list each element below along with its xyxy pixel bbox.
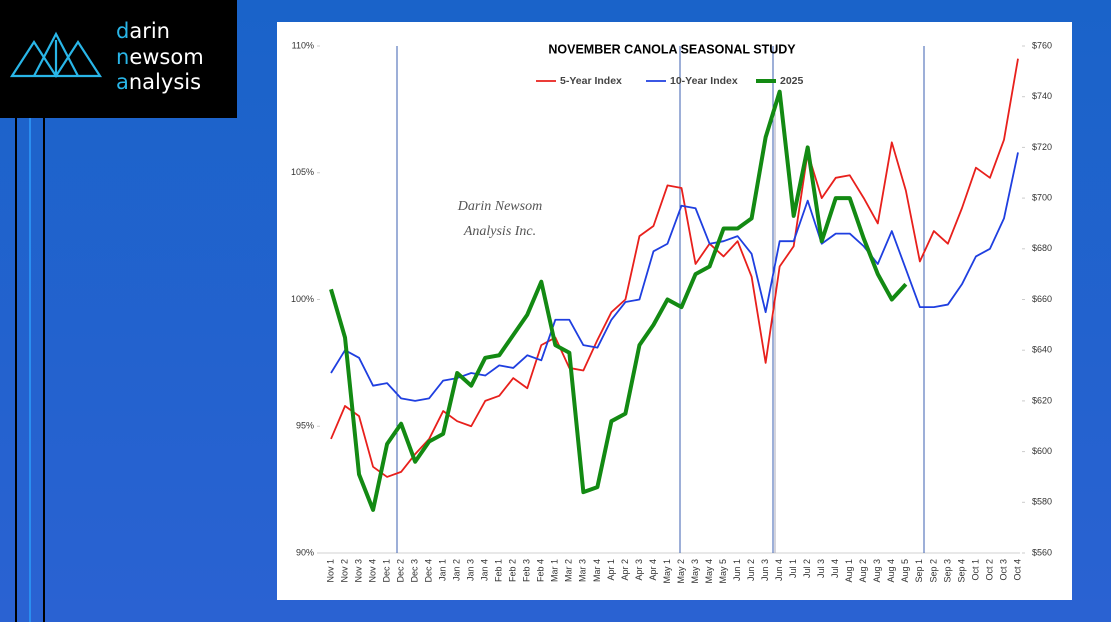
x-tick-label: Jul 4 <box>830 559 840 578</box>
watermark: Darin Newsom <box>457 199 542 214</box>
x-tick-label: Oct 4 <box>1012 559 1022 581</box>
x-tick-label: Dec 4 <box>424 559 434 583</box>
x-tick-label: Nov 2 <box>339 559 349 583</box>
series-line <box>329 89 908 512</box>
logo-text: newsom <box>116 45 204 69</box>
x-tick-label: Sep 2 <box>928 559 938 583</box>
x-tick-label: Dec 1 <box>381 559 391 583</box>
x-tick-label: Aug 1 <box>844 559 854 583</box>
y-tick-label: 105% <box>291 167 314 177</box>
x-tick-label: Aug 4 <box>886 559 896 583</box>
x-tick-label: Aug 5 <box>900 559 910 583</box>
x-tick-label: Feb 3 <box>522 559 532 582</box>
x-tick-label: Apr 1 <box>606 559 616 581</box>
x-tick-label: May 5 <box>718 559 728 584</box>
x-tick-label: May 4 <box>704 559 714 584</box>
x-tick-label: Feb 4 <box>536 559 546 582</box>
y-tick-label: 100% <box>291 294 314 304</box>
x-tick-label: Mar 3 <box>578 559 588 582</box>
x-tick-label: Mar 1 <box>550 559 560 582</box>
x-tick-label: Oct 2 <box>984 559 994 581</box>
x-tick-label: Jun 1 <box>732 559 742 581</box>
x-tick-label: May 1 <box>662 559 672 584</box>
legend-label: 10-Year Index <box>670 75 738 87</box>
x-tick-label: Nov 4 <box>367 559 377 583</box>
x-tick-label: May 2 <box>676 559 686 584</box>
y2-tick-label: $680 <box>1032 243 1052 253</box>
y2-tick-label: $640 <box>1032 345 1052 355</box>
x-tick-label: Jan 1 <box>438 559 448 581</box>
x-tick-label: Sep 1 <box>914 559 924 583</box>
x-tick-label: Jul 2 <box>802 559 812 578</box>
y2-tick-label: $600 <box>1032 446 1052 456</box>
logo-text: analysis <box>116 70 202 94</box>
x-tick-label: Jan 4 <box>480 559 490 581</box>
x-tick-label: Mar 4 <box>592 559 602 582</box>
y2-tick-label: $620 <box>1032 395 1052 405</box>
x-tick-label: Jul 3 <box>816 559 826 578</box>
legend-label: 5-Year Index <box>560 75 622 87</box>
x-tick-label: Dec 3 <box>409 559 419 583</box>
x-tick-label: Apr 4 <box>648 559 658 581</box>
x-tick-label: Oct 3 <box>998 559 1008 581</box>
x-tick-label: Jan 2 <box>452 559 462 581</box>
logo-icon <box>9 31 103 79</box>
x-tick-label: Jun 3 <box>760 559 770 581</box>
y-tick-label: 95% <box>296 421 314 431</box>
x-tick-label: Apr 3 <box>634 559 644 581</box>
x-tick-label: Aug 2 <box>858 559 868 583</box>
x-tick-label: Apr 2 <box>620 559 630 581</box>
x-tick-label: Nov 1 <box>325 559 335 583</box>
y2-tick-label: $700 <box>1032 192 1052 202</box>
chart-title: NOVEMBER CANOLA SEASONAL STUDY <box>548 42 796 56</box>
legend-label: 2025 <box>780 75 804 87</box>
x-tick-label: Jun 2 <box>746 559 756 581</box>
watermark: Analysis Inc. <box>463 224 536 239</box>
series-line <box>330 152 1019 402</box>
x-tick-label: Mar 2 <box>564 559 574 582</box>
x-tick-label: Jun 4 <box>774 559 784 581</box>
y2-tick-label: $660 <box>1032 294 1052 304</box>
y2-tick-label: $580 <box>1032 497 1052 507</box>
x-tick-label: Sep 3 <box>942 559 952 583</box>
logo: darin newsom analysis <box>0 0 237 118</box>
chart-panel <box>277 22 1072 600</box>
y2-tick-label: $760 <box>1032 40 1052 50</box>
x-tick-label: Oct 1 <box>970 559 980 581</box>
x-tick-label: Sep 4 <box>956 559 966 583</box>
y-tick-label: 110% <box>292 40 314 50</box>
x-tick-label: Jul 1 <box>788 559 798 578</box>
x-tick-label: Jan 3 <box>466 559 476 581</box>
y2-tick-label: $740 <box>1032 91 1052 101</box>
series-line <box>330 58 1019 478</box>
x-tick-label: Feb 1 <box>494 559 504 582</box>
x-tick-label: Dec 2 <box>395 559 405 583</box>
x-tick-label: Nov 3 <box>353 559 363 583</box>
y-tick-label: 90% <box>296 547 314 557</box>
y2-tick-label: $720 <box>1032 142 1052 152</box>
logo-text: darin <box>116 19 170 43</box>
x-tick-label: Feb 2 <box>508 559 518 582</box>
x-tick-label: Aug 3 <box>872 559 882 583</box>
x-tick-label: May 3 <box>690 559 700 584</box>
y2-tick-label: $560 <box>1032 547 1052 557</box>
